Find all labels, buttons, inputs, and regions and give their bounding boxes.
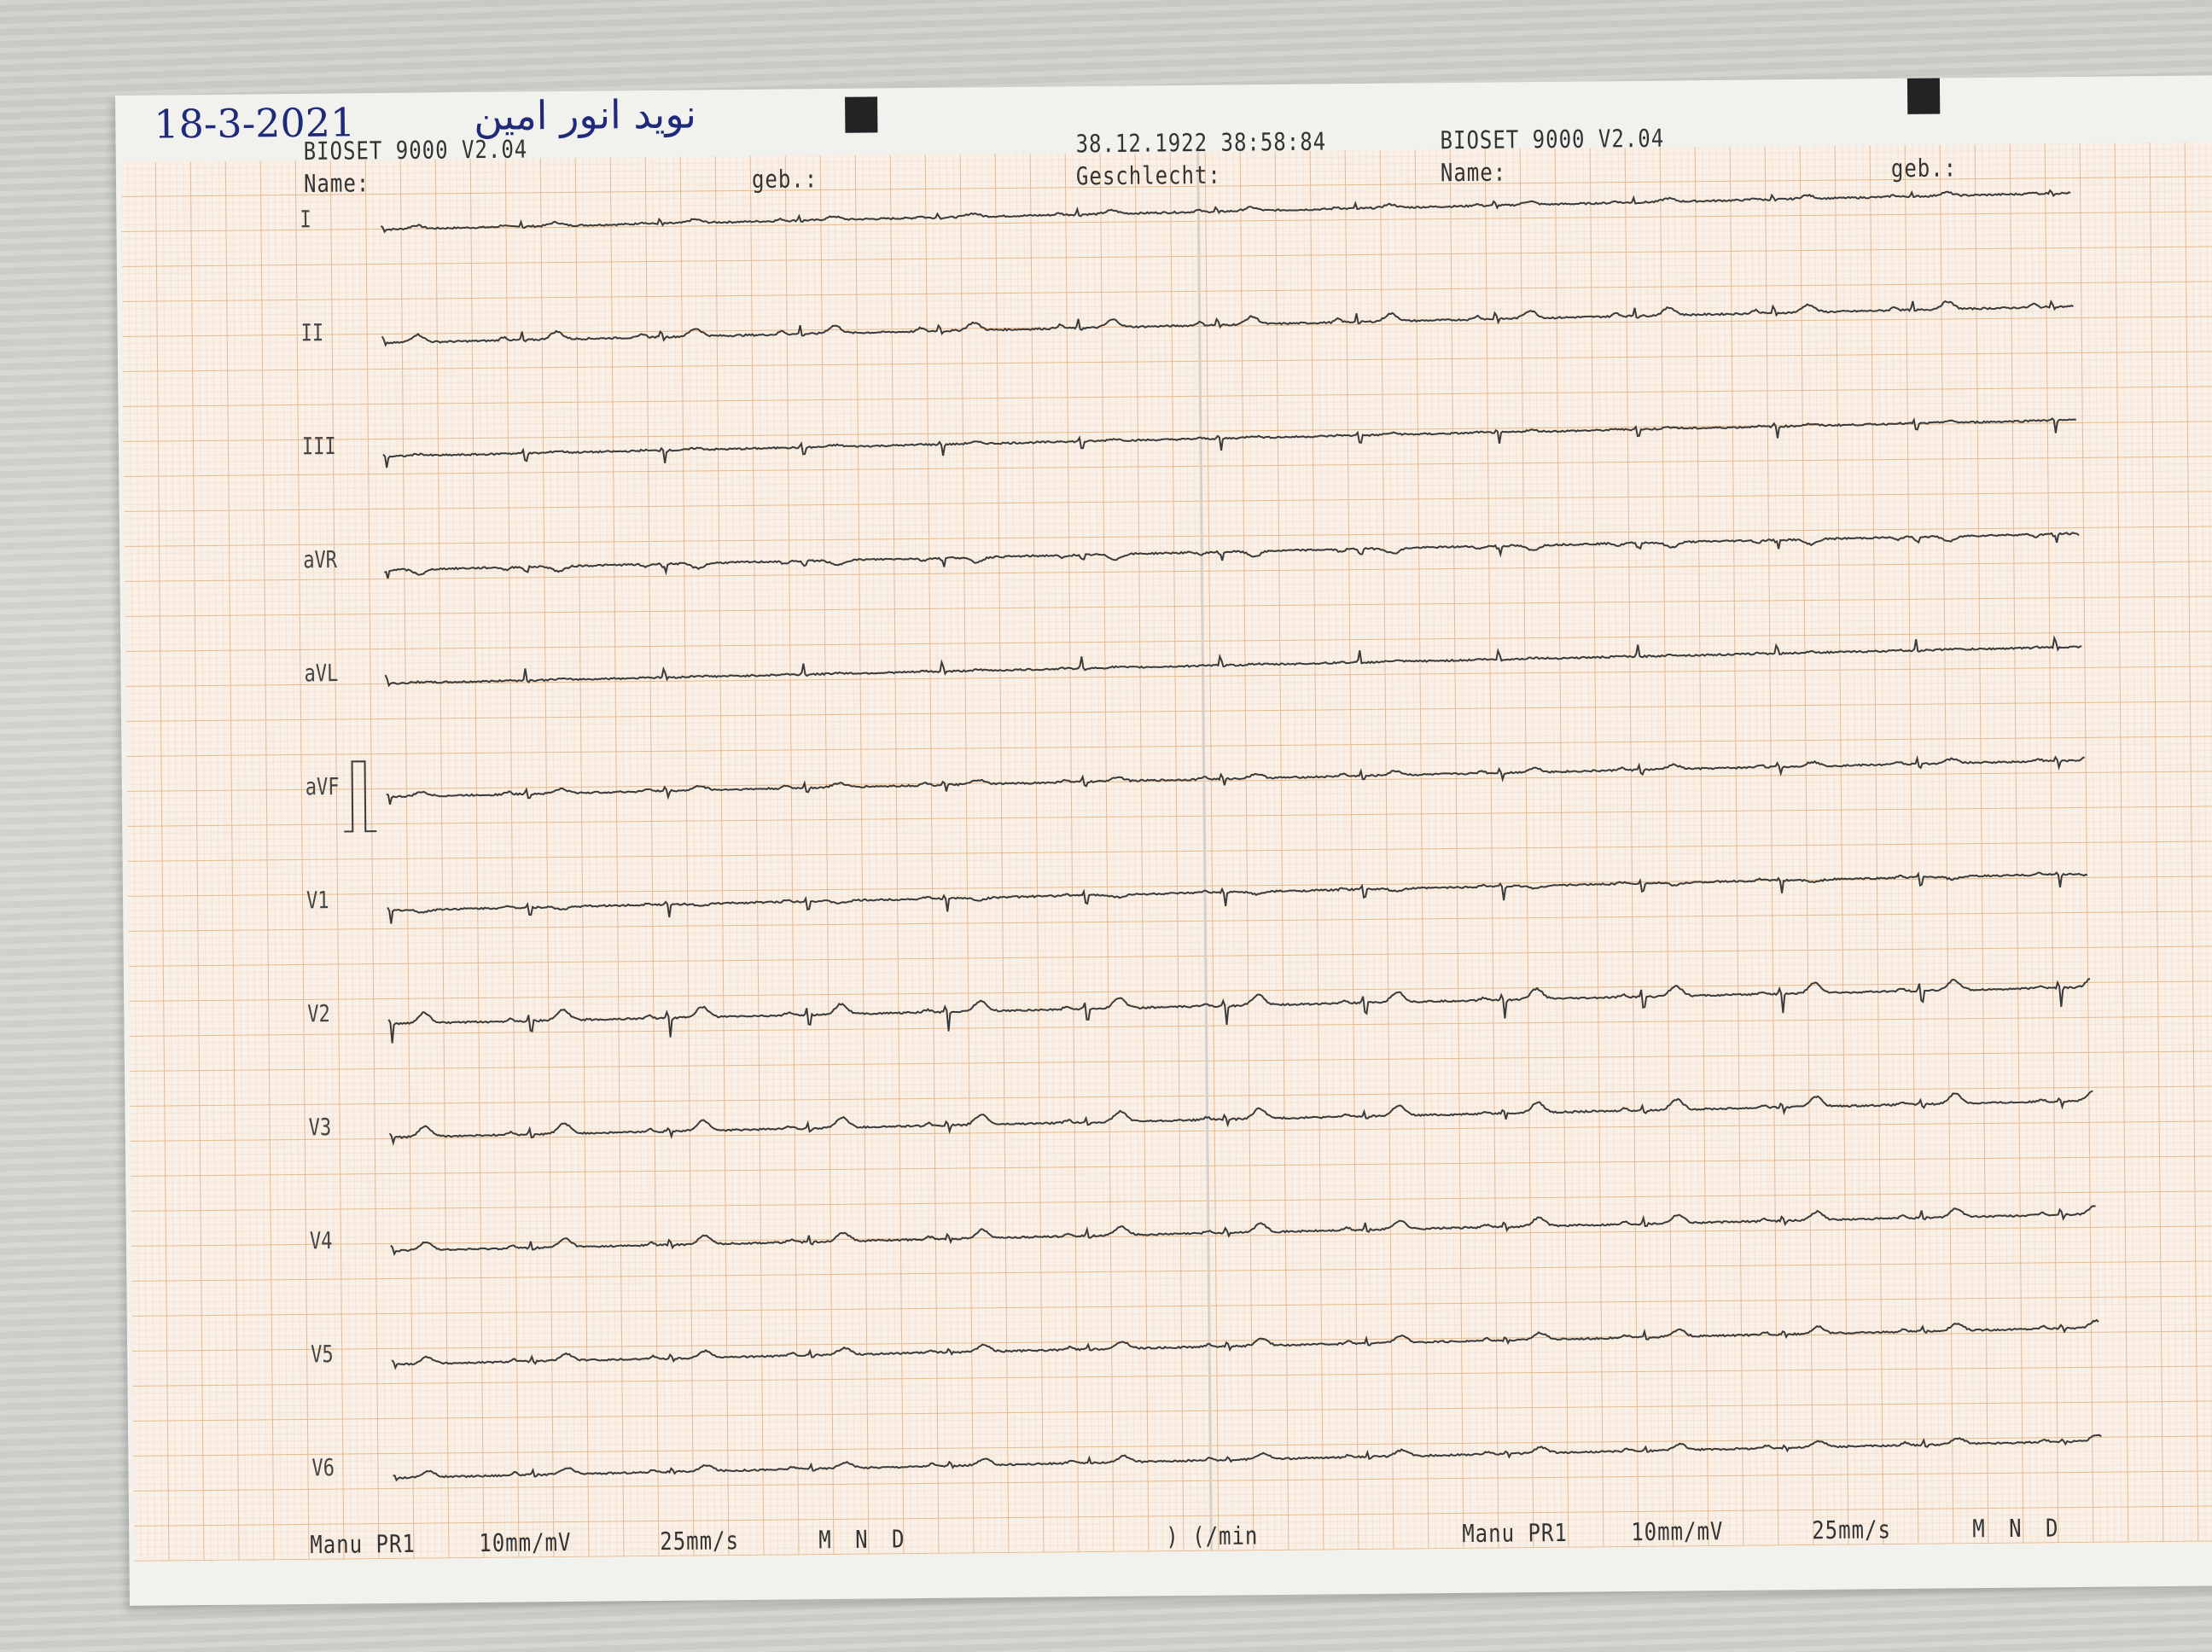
ecg-trace-aVL [384,635,2082,688]
mode-label: Manu PR1 [310,1529,416,1560]
ecg-trace-V1 [387,871,2088,924]
gain-label: 10mm/mV [479,1527,572,1558]
ecg-trace-III [382,416,2076,468]
filters-label-right: M N D [1972,1514,2059,1544]
gain-label-right: 10mm/mV [1631,1516,1724,1547]
ecg-trace-V6 [393,1434,2102,1482]
ecg-trace-aVR [384,532,2080,579]
heart-rate-label: ) (/min [1166,1521,1259,1551]
paper-fold [1196,151,1213,1551]
mode-label-right: Manu PR1 [1462,1518,1569,1549]
speed-label: 25mm/s [660,1526,740,1556]
ecg-trace-V3 [388,1090,2093,1147]
filters-label: M N D [818,1524,905,1555]
ecg-trace-V5 [391,1318,2099,1370]
ecg-trace-V4 [390,1205,2096,1257]
ecg-trace-I [380,189,2071,234]
calibration-pulse [344,760,377,833]
ecg-trace-V2 [387,978,2091,1044]
ecg-trace-II [381,300,2074,347]
speed-label-right: 25mm/s [1812,1515,1892,1545]
ecg-paper: 18-3-2021 نوید انور امین BIOSET 9000 V2.… [115,75,2212,1606]
ecg-traces [344,189,2102,1482]
ecg-grid [120,142,2212,1562]
ecg-trace-aVF [386,754,2085,805]
